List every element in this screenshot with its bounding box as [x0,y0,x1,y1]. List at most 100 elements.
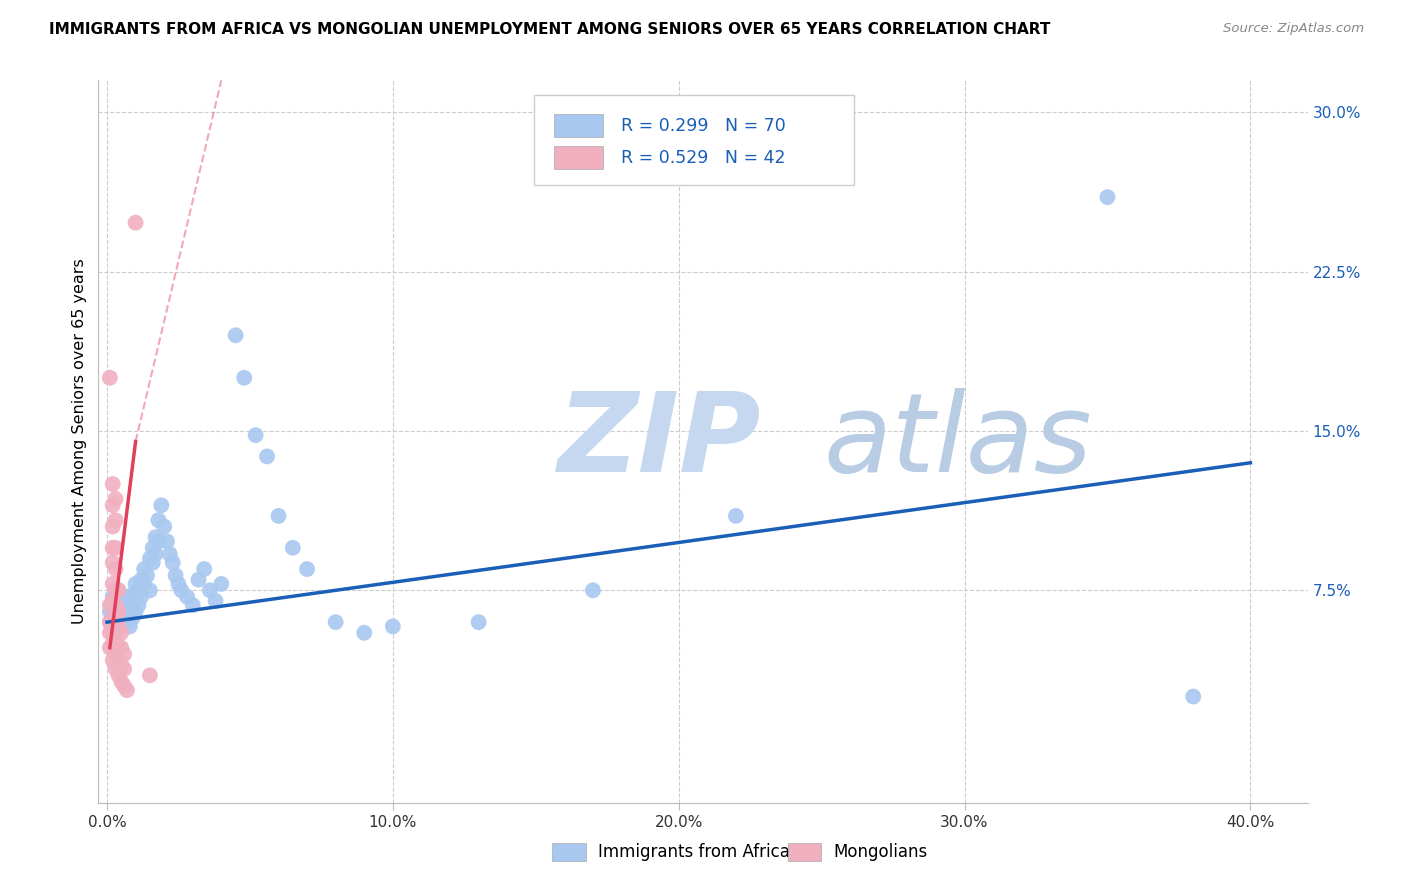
Point [101,519,124,533]
Point [245,428,267,442]
Point [139,551,162,566]
Point [98,598,121,612]
Point [104,647,127,661]
Point [112,619,135,633]
Point [176,590,198,604]
Point [724,508,747,523]
Point [124,605,146,619]
Point [101,625,124,640]
Point [153,519,176,533]
Point [112,679,135,693]
Point [101,498,124,512]
Point [353,625,375,640]
Point [139,583,162,598]
Point [281,541,304,555]
Point [467,615,489,630]
Point [104,513,127,527]
Point [582,583,605,598]
Point [112,662,135,676]
Point [134,562,156,576]
Point [233,371,256,385]
FancyBboxPatch shape [534,95,855,185]
Point [110,598,132,612]
Point [107,583,129,598]
Point [124,577,146,591]
Point [98,640,121,655]
Point [267,508,290,523]
Point [145,530,167,544]
Point [101,636,124,650]
Point [112,605,135,619]
Point [104,491,127,506]
Point [148,513,170,527]
Point [115,683,138,698]
Point [127,583,149,598]
Text: Mongolians: Mongolians [834,843,928,861]
Point [209,577,232,591]
Point [148,534,170,549]
Point [104,662,127,676]
Point [193,562,215,576]
Point [107,605,129,619]
Text: atlas: atlas [824,388,1092,495]
Text: R = 0.299   N = 70: R = 0.299 N = 70 [621,117,786,135]
Point [98,615,121,630]
Point [104,583,127,598]
Point [256,450,278,464]
Point [170,583,193,598]
Point [187,573,209,587]
Point [142,541,165,555]
Point [101,590,124,604]
Point [98,605,121,619]
Point [129,590,152,604]
Point [136,568,159,582]
Point [101,577,124,591]
Point [162,556,184,570]
Point [107,668,129,682]
Point [104,562,127,576]
Point [115,594,138,608]
Point [118,619,141,633]
Point [134,577,156,591]
Point [104,625,127,640]
Point [225,328,247,343]
Text: IMMIGRANTS FROM AFRICA VS MONGOLIAN UNEMPLOYMENT AMONG SENIORS OVER 65 YEARS COR: IMMIGRANTS FROM AFRICA VS MONGOLIAN UNEM… [49,22,1050,37]
Point [98,625,121,640]
Point [101,594,124,608]
Point [107,619,129,633]
Point [98,615,121,630]
Point [127,598,149,612]
Point [150,498,173,512]
Point [107,619,129,633]
Point [121,588,143,602]
Point [325,615,347,630]
Point [110,625,132,640]
Y-axis label: Unemployment Among Seniors over 65 years: Unemployment Among Seniors over 65 years [72,259,87,624]
Point [104,541,127,555]
Point [104,615,127,630]
Point [139,668,162,682]
Point [104,611,127,625]
Text: ZIP: ZIP [558,388,762,495]
Point [124,216,146,230]
Point [181,598,204,612]
Point [110,640,132,655]
Point [112,647,135,661]
Point [98,371,121,385]
FancyBboxPatch shape [787,843,821,861]
Text: Immigrants from Africa: Immigrants from Africa [598,843,790,861]
FancyBboxPatch shape [551,843,586,861]
Point [101,653,124,667]
Point [107,640,129,655]
Point [107,653,129,667]
Point [1097,190,1119,204]
Point [110,657,132,672]
Point [198,583,221,598]
Point [112,590,135,604]
FancyBboxPatch shape [554,114,603,137]
Point [104,598,127,612]
Point [142,556,165,570]
Point [101,556,124,570]
Point [156,534,179,549]
Point [101,619,124,633]
